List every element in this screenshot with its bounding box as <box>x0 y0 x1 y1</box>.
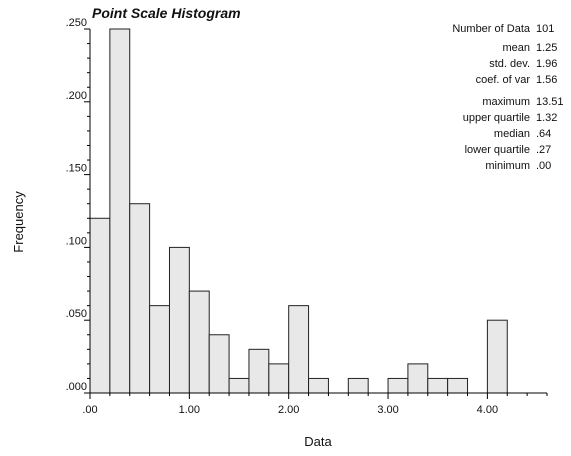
stat-label: std. dev. <box>489 58 530 70</box>
histogram-bar <box>447 377 469 394</box>
y-axis-label: Frequency <box>11 191 26 253</box>
chart-title: Point Scale Histogram <box>92 5 241 21</box>
y-tick-label: .100 <box>66 235 87 247</box>
x-tick-label: 1.00 <box>179 404 200 416</box>
histogram-bar <box>427 377 449 394</box>
histogram-bar <box>228 377 250 394</box>
y-tick-label: .200 <box>66 90 87 102</box>
stat-label: coef. of var <box>476 74 531 86</box>
bars-group <box>89 28 508 394</box>
histogram-bar <box>486 319 508 394</box>
stat-value: 1.56 <box>536 74 557 86</box>
stat-label: minimum <box>485 160 530 172</box>
y-axis-ticks: .000 .050 .100 .150 .200 .250 <box>66 17 90 394</box>
x-axis-ticks: .00 1.00 2.00 3.00 4.00 <box>82 393 548 416</box>
stat-value: 1.96 <box>536 58 557 70</box>
y-tick-label: .250 <box>66 17 87 29</box>
x-axis-label: Data <box>304 434 332 449</box>
stat-value: 1.32 <box>536 112 557 124</box>
x-tick-label: 2.00 <box>278 404 299 416</box>
histogram-bar <box>168 246 190 394</box>
y-tick-label: .150 <box>66 163 87 175</box>
histogram-bar <box>129 203 151 394</box>
x-tick-label: 4.00 <box>477 404 498 416</box>
stat-value: .64 <box>536 128 551 140</box>
histogram-bar <box>407 363 429 394</box>
histogram-bar <box>188 290 210 394</box>
stat-value: 101 <box>536 23 554 35</box>
stat-label: Number of Data <box>452 23 531 35</box>
stat-value: .27 <box>536 144 551 156</box>
histogram-bar <box>387 377 409 394</box>
stat-label: maximum <box>482 96 530 108</box>
stat-value: 13.51 <box>536 96 564 108</box>
stat-label: upper quartile <box>463 112 530 124</box>
histogram-bar <box>347 377 369 394</box>
stat-value: 1.25 <box>536 42 557 54</box>
stat-label: lower quartile <box>465 144 530 156</box>
stat-label: mean <box>502 42 530 54</box>
histogram-bar <box>288 305 310 394</box>
histogram-bar <box>268 363 290 394</box>
histogram-bar <box>109 28 131 394</box>
x-tick-label: .00 <box>82 404 97 416</box>
histogram-bar <box>149 305 170 394</box>
histogram-bar <box>89 217 111 394</box>
x-tick-label: 3.00 <box>377 404 398 416</box>
y-tick-label: .050 <box>66 308 87 320</box>
stat-label: median <box>494 128 530 140</box>
histogram-bar <box>208 334 230 394</box>
statistics-panel: Number of Data 101 mean 1.25 std. dev. 1.96 co… <box>452 23 563 172</box>
stat-value: .00 <box>536 160 551 172</box>
histogram-bar <box>308 377 329 394</box>
histogram-bar <box>248 348 270 394</box>
y-tick-label: .000 <box>66 381 87 393</box>
